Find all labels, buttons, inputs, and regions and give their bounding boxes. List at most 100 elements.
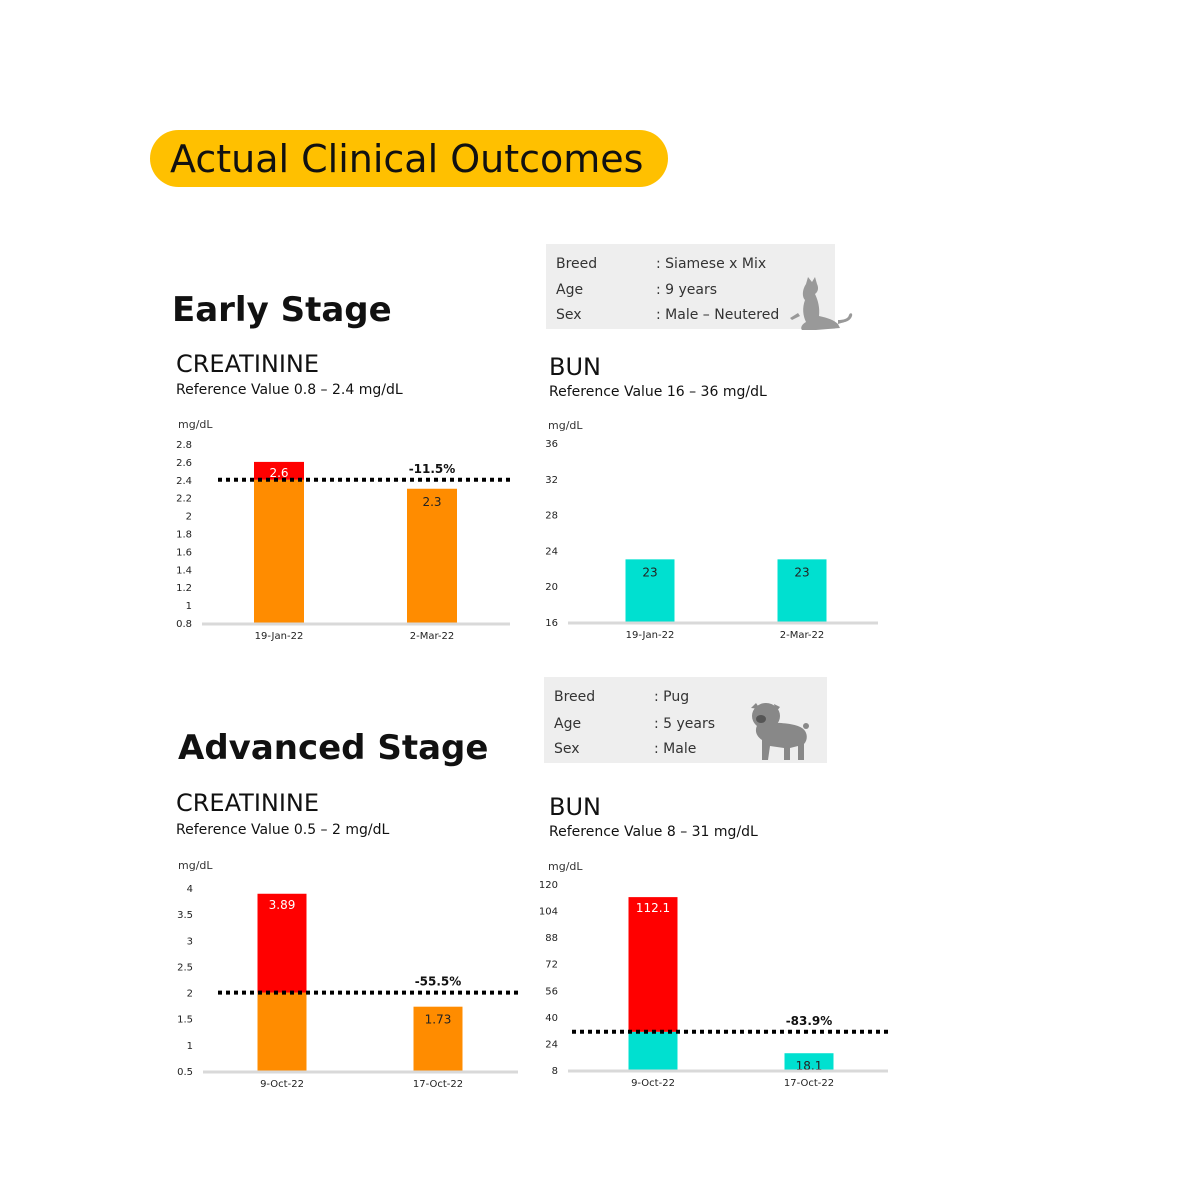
bar [777,559,827,622]
age-row: Age : 9 years [556,282,717,298]
advanced-stage-heading: Advanced Stage [178,728,489,768]
y-tick-label: 88 [545,933,558,944]
breed-label: Breed [556,256,598,272]
bar-over-limit-segment [257,893,307,993]
bar-value-label: 2.3 [422,495,441,509]
advanced-creatinine-title: CREATININE [176,789,320,817]
y-tick-label: 0.5 [177,1067,193,1078]
early-creatinine-reference: Reference Value 0.8 – 2.4 mg/dL [176,382,403,398]
y-tick-label: 2.8 [176,440,192,451]
y-tick-label: 1.2 [176,583,192,594]
early-stage-heading: Early Stage [172,290,392,330]
cat-icon [790,277,853,330]
breed-value: : Siamese x Mix [656,256,767,272]
x-category-label: 9-Oct-22 [260,1079,304,1090]
sex-label: Sex [554,741,580,757]
x-category-label: 9-Oct-22 [631,1078,675,1089]
y-tick-label: 1.4 [176,565,192,576]
y-tick-label: 28 [545,511,558,522]
bar [625,559,675,622]
y-tick-label: 2.5 [177,962,193,973]
early-bun-title: BUN [549,353,601,381]
y-tick-label: 2.6 [176,458,192,469]
bar [407,488,457,623]
y-tick-label: 32 [545,475,558,486]
breed-row: Breed : Siamese x Mix [556,256,766,272]
y-axis-unit-label: mg/dL [178,859,213,872]
y-axis-unit-label: mg/dL [548,860,583,873]
breed-row: Breed : Pug [554,689,689,705]
percent-change-label: -83.9% [786,1014,833,1028]
y-tick-label: 16 [545,618,558,629]
advanced-bun-reference: Reference Value 8 – 31 mg/dL [549,824,758,840]
y-axis-unit-label: mg/dL [178,418,213,431]
y-tick-label: 4 [187,884,193,895]
bar-normal-segment [628,1031,678,1070]
bar-value-label: 1.73 [425,1013,452,1027]
bar-value-label: 2.6 [269,466,288,480]
x-category-label: 17-Oct-22 [413,1079,463,1090]
y-tick-label: 24 [545,546,558,557]
y-tick-label: 0.8 [176,619,192,630]
sex-row: Sex : Male [554,741,696,757]
early-bun-reference: Reference Value 16 – 36 mg/dL [549,384,767,400]
y-tick-label: 120 [540,880,558,891]
advanced-patient-info-card: Breed : Pug Age : 5 years Sex : Male [544,677,827,763]
early-creatinine-chart: mg/dL 0.8 1 1.2 1.4 1.6 1.8 2 2.2 2.4 2.6 2.8 2.6 19-… [176,418,510,642]
bar-normal-segment [257,992,307,1071]
y-tick-label: 24 [545,1039,558,1050]
bar-value-label: 23 [642,565,657,579]
percent-change-label: -55.5% [415,975,462,989]
bar [413,1006,463,1071]
breed-value: : Pug [654,689,690,705]
y-tick-label: 56 [545,986,558,997]
age-value: : 5 years [654,716,716,732]
y-tick-label: 3 [187,936,193,947]
y-tick-label: 72 [545,960,558,971]
sex-row: Sex : Male – Neutered [556,307,779,323]
advanced-bun-chart: mg/dL82440567288104120112.19-Oct-2218.11… [540,860,888,1089]
x-category-label: 19-Jan-22 [626,630,675,641]
y-tick-label: 1 [186,601,192,612]
age-label: Age [556,282,584,298]
percent-change-label: -11.5% [409,462,456,476]
sex-value: : Male [654,741,697,757]
advanced-bun-title: BUN [549,793,601,821]
age-row: Age : 5 years [554,716,715,732]
y-tick-label: 2 [187,989,193,1000]
y-tick-label: 1.6 [176,547,192,558]
page-title: Actual Clinical Outcomes [170,137,644,181]
pug-dog-icon [751,703,809,760]
bar-over-limit-segment [254,461,304,480]
advanced-creatinine-chart: mg/dL 0.5 1 1.5 2 2.5 3 3.5 4 3.89 9-Oct-22 1.73 17-… [177,859,518,1090]
y-tick-label: 2.2 [176,494,192,505]
y-tick-label: 36 [545,439,558,450]
bar-over-limit-segment [628,897,678,1032]
y-tick-label: 3.5 [177,910,193,921]
x-category-label: 2-Mar-22 [780,630,825,641]
x-category-label: 17-Oct-22 [784,1078,834,1089]
y-axis-unit-label: mg/dL [548,419,583,432]
title-banner [150,130,668,187]
age-label: Age [554,716,582,732]
bar-value-label: 3.89 [269,898,296,912]
sex-value: : Male – Neutered [656,307,780,323]
y-tick-label: 104 [540,907,558,918]
y-tick-label: 20 [545,582,558,593]
advanced-creatinine-reference: Reference Value 0.5 – 2 mg/dL [176,822,390,838]
x-category-label: 2-Mar-22 [410,631,455,642]
age-value: : 9 years [656,282,718,298]
early-bun-chart: mg/dL 16 20 24 28 32 36 23 19-Jan-22 23 2-Mar-22 [545,419,878,641]
early-patient-info-card: Breed : Siamese x Mix Age : 9 years Sex … [546,244,835,329]
y-tick-label: 1.5 [177,1015,193,1026]
bar-normal-segment [254,479,304,623]
bar-value-label: 23 [794,565,809,579]
y-tick-label: 2.4 [176,476,192,487]
breed-label: Breed [554,689,596,705]
bar-value-label: 112.1 [636,901,670,915]
bar [784,1053,834,1070]
y-tick-label: 8 [552,1066,558,1077]
y-tick-label: 2 [186,512,192,523]
sex-label: Sex [556,307,582,323]
x-category-label: 19-Jan-22 [255,631,304,642]
